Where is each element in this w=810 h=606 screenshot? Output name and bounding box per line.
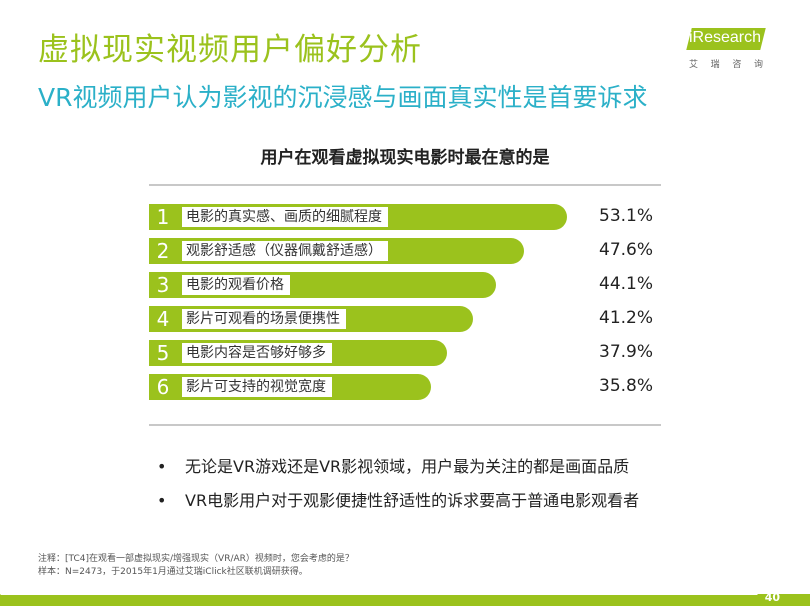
logo-text: iResearch xyxy=(688,29,762,46)
page-subtitle: VR视频用户认为影视的沉浸感与画面真实性是首要诉求 xyxy=(38,83,648,112)
chart-top-rule xyxy=(149,184,661,186)
bar-row: 1 电影的真实感、画质的细腻程度 53.1% xyxy=(149,204,659,230)
logo-chinese-name: 艾 瑞 咨 询 xyxy=(689,57,763,70)
category-label: 电影的观看价格 xyxy=(182,275,290,295)
bar-row: 3 电影的观看价格 44.1% xyxy=(149,272,659,298)
bar-row: 2 观影舒适感（仪器佩戴舒适感） 47.6% xyxy=(149,238,659,264)
footer-band xyxy=(0,586,810,606)
value-label: 53.1% xyxy=(599,206,654,226)
category-label: 观影舒适感（仪器佩戴舒适感） xyxy=(182,241,388,261)
logo-char: 艾 xyxy=(689,60,699,70)
footer-green-strip xyxy=(0,594,810,606)
key-findings: • 无论是VR游戏还是VR影视领域，用户最为关注的都是画面品质 • VR电影用户… xyxy=(155,456,639,524)
finding-item: • 无论是VR游戏还是VR影视领域，用户最为关注的都是画面品质 xyxy=(155,456,639,490)
logo-char: 咨 xyxy=(732,60,742,70)
note-question: 注释：[TC4]在观看一部虚拟现实/增强现实（VR/AR）视频时，您会考虑的是？ xyxy=(38,554,354,564)
rank-number: 5 xyxy=(151,341,175,365)
bullet-icon: • xyxy=(157,491,167,510)
category-label: 影片可支持的视觉宽度 xyxy=(182,377,332,397)
category-label: 电影的真实感、画质的细腻程度 xyxy=(182,207,388,227)
value-label: 35.8% xyxy=(599,376,654,396)
logo-char: 询 xyxy=(753,60,763,70)
rank-number: 1 xyxy=(151,205,175,229)
rank-number: 6 xyxy=(151,375,175,399)
value-label: 47.6% xyxy=(599,240,654,260)
iresearch-logo: iResearch 艾 瑞 咨 询 xyxy=(683,28,766,72)
finding-text: 无论是VR游戏还是VR影视领域，用户最为关注的都是画面品质 xyxy=(185,457,630,476)
value-label: 41.2% xyxy=(599,308,654,328)
footer-cut xyxy=(0,586,766,595)
rank-number: 4 xyxy=(151,307,175,331)
note-sample: 样本：N=2473，于2015年1月通过艾瑞iClick社区联机调研获得。 xyxy=(38,567,308,577)
category-label: 电影内容是否够好够多 xyxy=(182,343,332,363)
finding-item: • VR电影用户对于观影便捷性舒适性的诉求要高于普通电影观看者 xyxy=(155,490,639,524)
rank-number: 3 xyxy=(151,273,175,297)
bar-row: 5 电影内容是否够好够多 37.9% xyxy=(149,340,659,366)
footnotes: 注释：[TC4]在观看一部虚拟现实/增强现实（VR/AR）视频时，您会考虑的是？… xyxy=(38,553,354,579)
bar-row: 4 影片可观看的场景便携性 41.2% xyxy=(149,306,659,332)
page-title: 虚拟现实视频用户偏好分析 xyxy=(38,32,422,68)
rank-number: 2 xyxy=(151,239,175,263)
logo-char: 瑞 xyxy=(710,60,720,70)
finding-text: VR电影用户对于观影便捷性舒适性的诉求要高于普通电影观看者 xyxy=(185,491,640,510)
bullet-icon: • xyxy=(157,457,167,476)
value-label: 37.9% xyxy=(599,342,654,362)
chart-bottom-rule xyxy=(149,424,661,426)
category-label: 影片可观看的场景便携性 xyxy=(182,309,346,329)
bar-row: 6 影片可支持的视觉宽度 35.8% xyxy=(149,374,659,400)
page-number: 40 xyxy=(764,591,780,604)
value-label: 44.1% xyxy=(599,274,654,294)
chart-title: 用户在观看虚拟现实电影时最在意的是 xyxy=(260,148,550,168)
